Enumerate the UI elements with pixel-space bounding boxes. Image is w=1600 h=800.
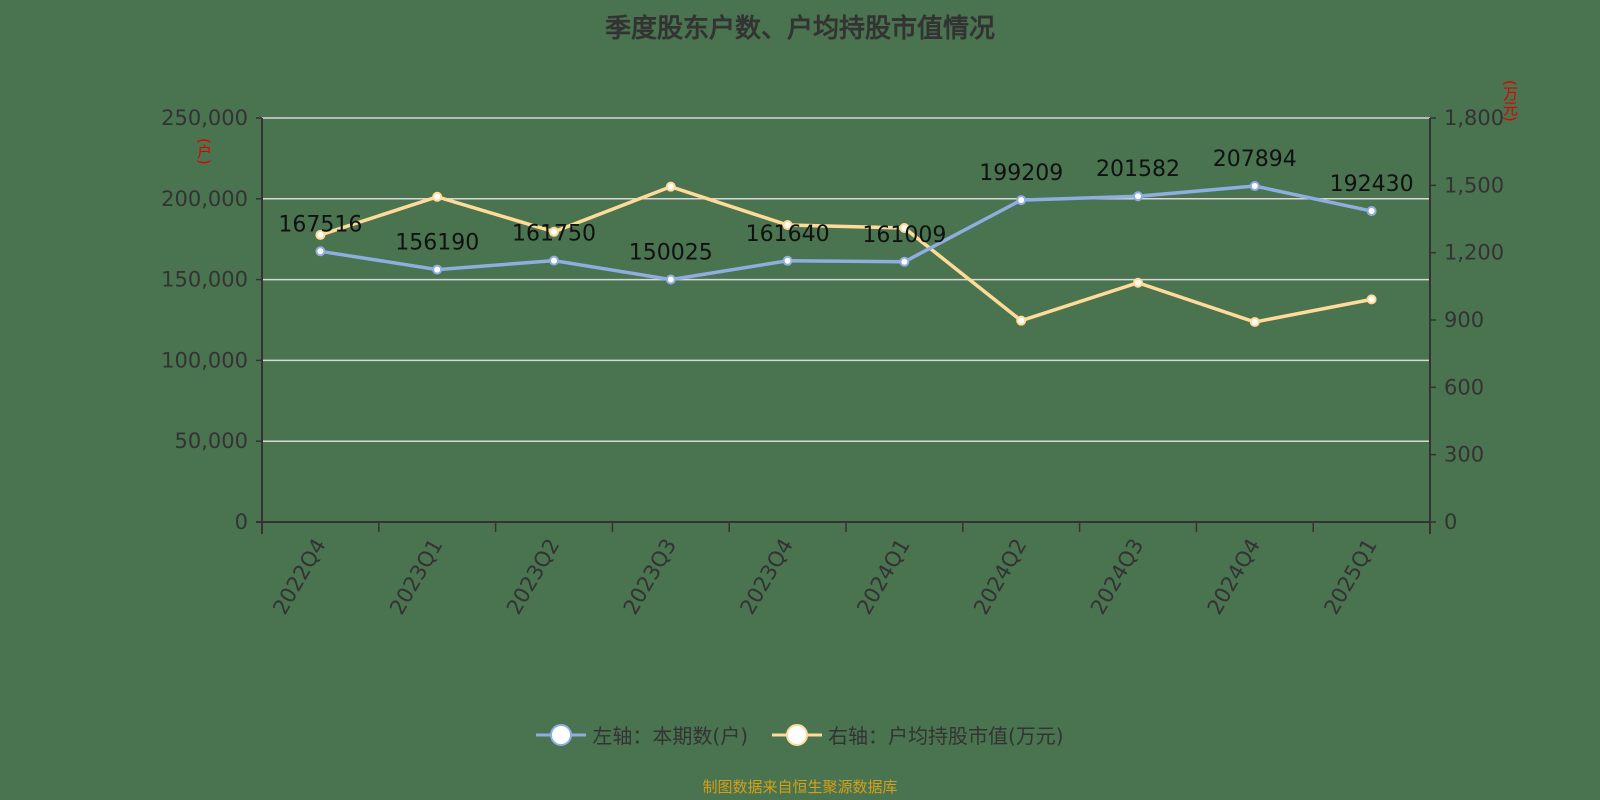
data-label: 201582 [1096,157,1180,182]
data-label: 167516 [278,212,362,237]
data-point[interactable] [432,191,443,202]
series-line [319,184,1372,324]
data-point[interactable] [1249,317,1260,328]
left-axis-tick-label: 200,000 [161,187,248,211]
data-point[interactable] [1133,277,1143,288]
series-line [320,184,1372,282]
legend-label: 右轴：户均持股市值(万元) [828,724,1064,748]
data-point[interactable] [315,229,326,240]
right-axis-tick-label: 0 [1444,510,1457,534]
legend-label: 左轴：本期数(户) [592,724,748,748]
data-point[interactable] [549,226,559,237]
x-axis-tick-label: 2024Q3 [1086,535,1148,619]
data-label: 156190 [395,231,479,256]
data-point[interactable] [899,256,910,267]
data-point[interactable] [315,246,326,257]
data-point[interactable] [782,220,793,231]
right-axis-tick-label: 900 [1444,308,1484,332]
x-axis-tick-label: 2023Q1 [385,535,447,619]
data-point[interactable] [1016,195,1027,206]
data-point[interactable] [549,255,559,266]
x-axis-tick-label: 2022Q4 [268,535,330,619]
data-point[interactable] [1366,294,1377,305]
data-point[interactable] [1249,181,1260,192]
right-axis-tick-label: 1,200 [1444,241,1504,265]
circle-line-icon [536,723,587,746]
x-axis-tick-label: 2023Q3 [619,535,681,619]
data-point[interactable] [432,264,443,275]
right-axis-tick-label: 600 [1444,375,1484,399]
data-point[interactable] [665,274,676,285]
data-point[interactable] [1133,191,1143,202]
x-axis-tick-label: 2025Q1 [1319,535,1381,619]
left-axis-tick-label: 250,000 [161,106,248,130]
x-axis-tick-label: 2023Q2 [502,535,564,619]
data-point[interactable] [1016,315,1027,326]
left-axis-tick-label: 0 [235,510,248,534]
legend-item-left-series[interactable]: 左轴：本期数(户) [536,720,748,749]
right-axis-tick-label: 300 [1444,443,1484,467]
x-axis-tick-label: 2024Q4 [1203,535,1265,619]
x-axis-tick-label: 2024Q2 [969,535,1031,619]
left-axis-tick-label: 150,000 [161,268,248,292]
chart-legend: 左轴：本期数(户) 右轴：户均持股市值(万元) [0,720,1600,749]
circle-line-icon [772,723,822,746]
right-axis-unit: (万元) [1501,80,1519,122]
x-axis-tick-label: 2024Q1 [852,535,914,619]
data-label: 192430 [1330,172,1414,197]
data-label: 161640 [746,222,830,247]
source-note: 制图数据来自恒生聚源数据库 [702,778,898,796]
chart-title: 季度股东户数、户均持股市值情况 [604,14,995,44]
data-label: 161750 [512,222,596,247]
right-axis-tick-label: 1,500 [1444,173,1504,197]
legend-item-right-series[interactable]: 右轴：户均持股市值(万元) [772,720,1064,749]
left-axis-tick-label: 100,000 [161,348,248,372]
data-label: 207894 [1213,147,1297,172]
left-axis-unit: (户) [195,138,213,165]
left-axis-tick-label: 50,000 [175,429,248,453]
data-label: 150025 [629,241,713,266]
data-point[interactable] [665,181,676,192]
x-axis-tick-label: 2023Q4 [735,535,797,619]
data-label: 199209 [979,161,1063,186]
data-label: 161009 [862,223,946,248]
right-axis-tick-label: 1,800 [1444,106,1504,130]
data-point[interactable] [782,255,793,266]
data-point[interactable] [899,222,910,233]
data-point[interactable] [1366,206,1377,217]
